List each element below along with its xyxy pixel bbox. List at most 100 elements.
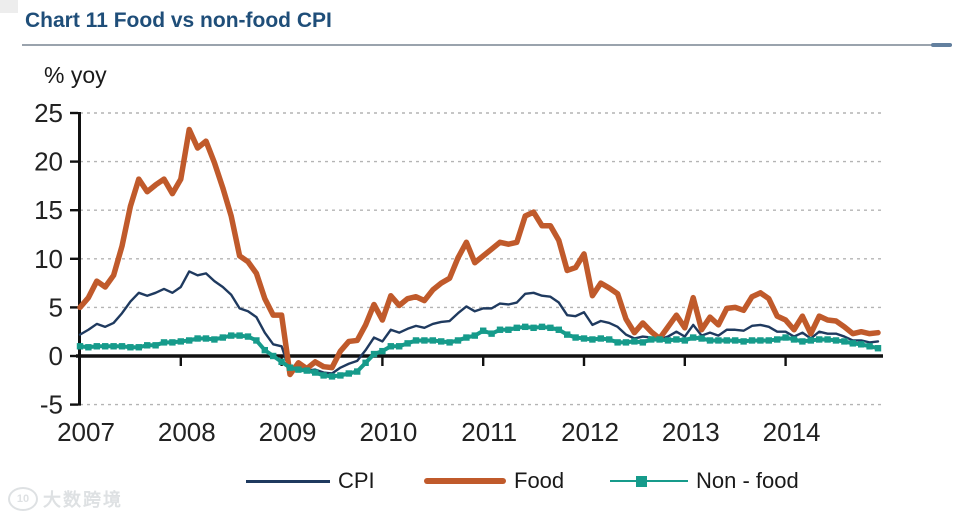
series-marker-non-food (706, 337, 714, 344)
series-marker-non-food (328, 373, 336, 380)
series-marker-non-food (404, 340, 411, 347)
series-marker-non-food (589, 336, 596, 343)
series-marker-non-food (219, 334, 226, 341)
series-marker-non-food (396, 343, 403, 350)
series-marker-non-food (597, 335, 604, 342)
series-marker-non-food (244, 333, 252, 340)
series-marker-non-food (354, 368, 361, 375)
series-marker-non-food (799, 338, 806, 345)
series-marker-non-food (312, 369, 319, 376)
series-marker-non-food (513, 324, 520, 332)
y-tick-label-0: 0 (49, 341, 63, 371)
x-tick-label-2008: 2008 (158, 417, 216, 447)
series-marker-non-food (580, 335, 588, 342)
x-tick-label-2007: 2007 (57, 417, 115, 447)
series-marker-non-food (303, 367, 310, 374)
watermark-logo-icon: 10 (8, 487, 38, 511)
legend-item-cpi: CPI (246, 462, 375, 500)
series-marker-non-food (774, 336, 781, 343)
series-marker-non-food (93, 343, 100, 350)
series-marker-non-food (564, 331, 571, 338)
y-axis-unit-label: % yoy (44, 62, 107, 88)
series-marker-non-food (144, 342, 151, 349)
series-marker-non-food (345, 370, 352, 377)
series-marker-non-food (555, 326, 562, 333)
series-line-cpi (78, 270, 880, 375)
title-underline-accent (931, 43, 952, 47)
watermark: 10 大数跨境 (8, 486, 123, 512)
series-marker-non-food (572, 334, 579, 341)
series-marker-non-food (690, 334, 697, 341)
series-marker-non-food (228, 332, 235, 339)
y-tick-label-10: 10 (34, 244, 63, 274)
series-marker-non-food (454, 337, 462, 344)
series-marker-non-food (488, 330, 495, 337)
series-marker-non-food (631, 338, 638, 345)
series-marker-non-food (446, 339, 453, 346)
series-marker-non-food (253, 337, 260, 344)
series-marker-non-food (681, 337, 688, 344)
series-marker-non-food (186, 337, 193, 344)
series-marker-non-food (194, 335, 201, 342)
series-marker-non-food (874, 345, 882, 352)
corner-artifact (0, 0, 18, 13)
series-marker-non-food (748, 337, 756, 344)
series-marker-non-food (463, 334, 470, 341)
legend-label-cpi: CPI (338, 468, 375, 493)
series-marker-non-food (480, 327, 487, 334)
series-marker-non-food (614, 339, 621, 346)
series-marker-non-food (160, 339, 168, 346)
legend: CPI Food Non - food (0, 462, 960, 500)
series-marker-non-food (606, 336, 613, 343)
x-tick-label-2011: 2011 (461, 417, 517, 447)
series-marker-non-food (866, 343, 873, 350)
series-marker-non-food (278, 358, 285, 366)
series-marker-non-food (782, 334, 789, 341)
series-marker-non-food (732, 337, 739, 344)
series-marker-non-food (530, 324, 537, 332)
y-tick-label-15: 15 (34, 195, 63, 225)
legend-item-nonfood: Non - food (610, 462, 799, 500)
series-marker-non-food (337, 372, 344, 379)
series-marker-non-food (698, 335, 705, 342)
series-marker-non-food (757, 337, 764, 344)
series-marker-non-food (723, 337, 730, 344)
series-marker-non-food (102, 343, 109, 350)
series-marker-non-food (379, 347, 386, 355)
series-marker-non-food (496, 326, 504, 333)
series-marker-non-food (622, 339, 630, 346)
series-marker-non-food (211, 336, 218, 343)
series-marker-non-food (471, 332, 478, 339)
series-marker-non-food (270, 352, 277, 360)
nonfood-square-marker (636, 475, 647, 487)
series-marker-non-food (824, 336, 831, 343)
series-marker-non-food (740, 338, 747, 345)
series-marker-non-food (790, 336, 798, 343)
series-marker-non-food (295, 366, 302, 373)
x-tick-label-2014: 2014 (763, 417, 821, 447)
chart-title: Chart 11 Food vs non-food CPI (25, 9, 332, 32)
y-tick-label-5: 5 (49, 292, 63, 322)
legend-label-food: Food (514, 468, 565, 493)
series-marker-non-food (849, 340, 856, 347)
series-marker-non-food (765, 337, 772, 344)
series-marker-non-food (135, 344, 142, 351)
title-underline (22, 44, 952, 46)
series-marker-non-food (387, 343, 394, 350)
series-marker-non-food (858, 341, 865, 348)
series-marker-non-food (236, 332, 243, 339)
series-marker-non-food (177, 338, 184, 345)
series-marker-non-food (412, 337, 420, 344)
y-tick-label-25: 25 (34, 98, 63, 128)
series-marker-non-food (639, 339, 646, 346)
nonfood-line-swatch (610, 475, 688, 487)
series-marker-non-food (656, 336, 663, 343)
y-tick-label-20: 20 (34, 147, 63, 177)
x-tick-label-2012: 2012 (561, 417, 619, 447)
legend-item-food: Food (424, 462, 564, 500)
series-marker-non-food (85, 344, 92, 351)
series-marker-non-food (547, 324, 554, 332)
series-line-food (77, 126, 881, 378)
